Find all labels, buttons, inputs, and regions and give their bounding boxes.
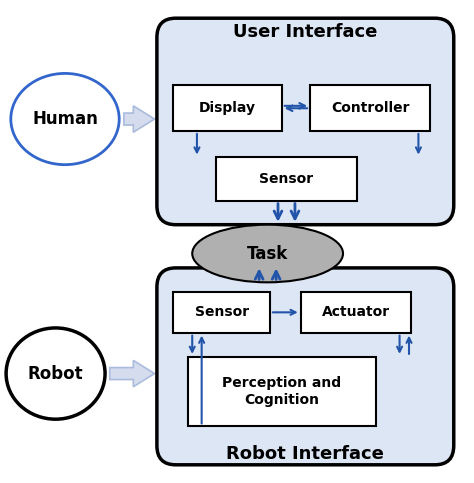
Ellipse shape [192,225,343,283]
Text: Perception and
Cognition: Perception and Cognition [222,376,341,407]
FancyBboxPatch shape [157,268,454,465]
Text: Robot: Robot [28,365,83,383]
Text: Actuator: Actuator [322,305,390,319]
Text: Sensor: Sensor [259,172,313,186]
Text: Display: Display [199,101,256,115]
Text: User Interface: User Interface [233,23,377,41]
FancyBboxPatch shape [157,18,454,225]
FancyBboxPatch shape [301,292,411,333]
FancyBboxPatch shape [310,85,430,131]
Text: Controller: Controller [331,101,410,115]
FancyBboxPatch shape [173,292,270,333]
Polygon shape [110,360,155,387]
Text: Human: Human [32,110,98,128]
FancyBboxPatch shape [188,357,376,426]
FancyBboxPatch shape [216,157,357,200]
Text: Robot Interface: Robot Interface [227,445,384,463]
Ellipse shape [11,73,119,165]
Ellipse shape [6,328,105,419]
FancyBboxPatch shape [173,85,282,131]
Text: Sensor: Sensor [195,305,249,319]
Text: Task: Task [247,244,288,262]
Polygon shape [124,106,155,132]
